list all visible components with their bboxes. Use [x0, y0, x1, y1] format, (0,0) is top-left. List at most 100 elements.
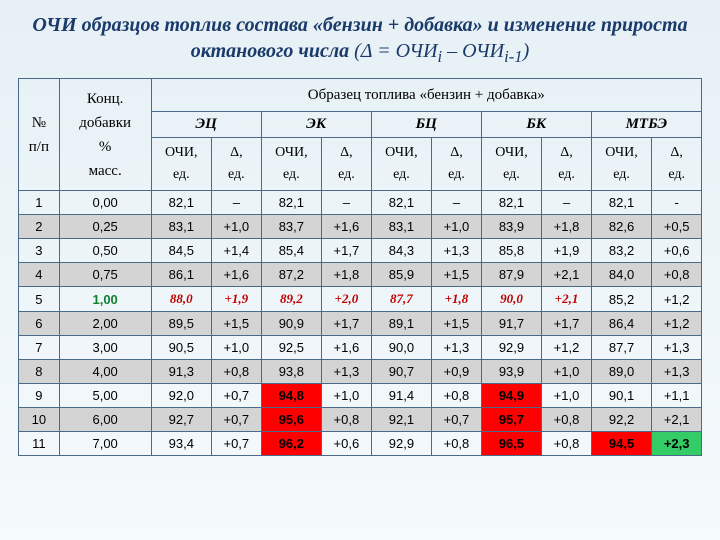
data-table: №п/пКонц.добавки%масс.Образец топлива «б… — [18, 78, 702, 457]
cell-delta: +1,7 — [322, 239, 372, 263]
cell-delta: +1,2 — [542, 336, 592, 360]
cell-delta: +2,3 — [652, 432, 702, 456]
cell-ochi: 89,1 — [371, 312, 432, 336]
cell-ochi: 92,5 — [261, 336, 322, 360]
cell-ochi: 92,1 — [371, 408, 432, 432]
cell-rowno: 2 — [19, 215, 60, 239]
cell-ochi: 82,1 — [261, 191, 322, 215]
cell-delta: +0,8 — [542, 408, 592, 432]
table-row: 40,7586,1+1,687,2+1,885,9+1,587,9+2,184,… — [19, 263, 702, 287]
col-additive-0: ЭЦ — [151, 111, 261, 137]
cell-delta: +1,0 — [542, 384, 592, 408]
cell-ochi: 83,7 — [261, 215, 322, 239]
cell-ochi: 90,0 — [481, 287, 542, 312]
col-delta: Δ,ед. — [432, 137, 482, 191]
cell-delta: +0,5 — [652, 215, 702, 239]
cell-conc: 0,25 — [59, 215, 151, 239]
cell-delta: – — [212, 191, 262, 215]
col-additive-3: БК — [481, 111, 591, 137]
cell-delta: +0,7 — [212, 408, 262, 432]
table-row: 84,0091,3+0,893,8+1,390,7+0,993,9+1,089,… — [19, 360, 702, 384]
col-delta: Δ,ед. — [542, 137, 592, 191]
cell-rowno: 1 — [19, 191, 60, 215]
cell-ochi: 82,1 — [481, 191, 542, 215]
cell-ochi: 95,6 — [261, 408, 322, 432]
col-additive-2: БЦ — [371, 111, 481, 137]
cell-ochi: 86,1 — [151, 263, 212, 287]
col-sample: Образец топлива «бензин + добавка» — [151, 78, 701, 111]
col-delta: Δ,ед. — [322, 137, 372, 191]
cell-ochi: 85,9 — [371, 263, 432, 287]
cell-delta: +1,0 — [212, 215, 262, 239]
cell-ochi: 89,0 — [591, 360, 652, 384]
table-row: 117,0093,4+0,796,2+0,692,9+0,896,5+0,894… — [19, 432, 702, 456]
cell-delta: +0,9 — [432, 360, 482, 384]
cell-rowno: 6 — [19, 312, 60, 336]
col-ochi: ОЧИ,ед. — [151, 137, 212, 191]
cell-rowno: 11 — [19, 432, 60, 456]
cell-ochi: 92,7 — [151, 408, 212, 432]
col-ochi: ОЧИ,ед. — [371, 137, 432, 191]
cell-delta: +0,6 — [652, 239, 702, 263]
cell-conc: 4,00 — [59, 360, 151, 384]
cell-delta: +0,7 — [432, 408, 482, 432]
cell-ochi: 83,1 — [371, 215, 432, 239]
cell-ochi: 82,1 — [371, 191, 432, 215]
cell-ochi: 84,5 — [151, 239, 212, 263]
cell-delta: +1,8 — [542, 215, 592, 239]
cell-ochi: 87,7 — [371, 287, 432, 312]
cell-delta: – — [432, 191, 482, 215]
col-ochi: ОЧИ,ед. — [481, 137, 542, 191]
page-title: ОЧИ образцов топлив состава «бензин + до… — [18, 12, 702, 68]
table-row: 95,0092,0+0,794,8+1,091,4+0,894,9+1,090,… — [19, 384, 702, 408]
cell-conc: 0,75 — [59, 263, 151, 287]
cell-ochi: 94,9 — [481, 384, 542, 408]
col-ochi: ОЧИ,ед. — [591, 137, 652, 191]
cell-ochi: 90,5 — [151, 336, 212, 360]
cell-delta: +0,7 — [212, 432, 262, 456]
cell-delta: +2,0 — [322, 287, 372, 312]
cell-ochi: 92,9 — [371, 432, 432, 456]
cell-delta: +1,7 — [542, 312, 592, 336]
cell-delta: +1,0 — [542, 360, 592, 384]
cell-delta: +1,9 — [542, 239, 592, 263]
cell-rowno: 5 — [19, 287, 60, 312]
cell-ochi: 93,4 — [151, 432, 212, 456]
cell-ochi: 82,1 — [151, 191, 212, 215]
cell-delta: +1,3 — [322, 360, 372, 384]
cell-ochi: 92,2 — [591, 408, 652, 432]
cell-ochi: 94,8 — [261, 384, 322, 408]
cell-delta: +1,9 — [212, 287, 262, 312]
cell-ochi: 96,2 — [261, 432, 322, 456]
col-ochi: ОЧИ,ед. — [261, 137, 322, 191]
cell-ochi: 95,7 — [481, 408, 542, 432]
table-row: 73,0090,5+1,092,5+1,690,0+1,392,9+1,287,… — [19, 336, 702, 360]
cell-ochi: 92,9 — [481, 336, 542, 360]
cell-delta: +1,6 — [322, 215, 372, 239]
cell-delta: +2,1 — [542, 263, 592, 287]
cell-delta: +1,5 — [432, 263, 482, 287]
cell-ochi: 89,2 — [261, 287, 322, 312]
col-delta: Δ,ед. — [212, 137, 262, 191]
cell-delta: +1,3 — [652, 360, 702, 384]
cell-conc: 5,00 — [59, 384, 151, 408]
cell-conc: 0,00 — [59, 191, 151, 215]
cell-rowno: 4 — [19, 263, 60, 287]
cell-conc: 1,00 — [59, 287, 151, 312]
cell-ochi: 83,1 — [151, 215, 212, 239]
cell-delta: +0,8 — [542, 432, 592, 456]
table-row: 10,0082,1–82,1–82,1–82,1–82,1- — [19, 191, 702, 215]
cell-delta: +0,7 — [212, 384, 262, 408]
cell-delta: +1,0 — [322, 384, 372, 408]
cell-rowno: 7 — [19, 336, 60, 360]
col-additive-1: ЭК — [261, 111, 371, 137]
cell-delta: +1,4 — [212, 239, 262, 263]
cell-delta: +0,8 — [322, 408, 372, 432]
table-row: 106,0092,7+0,795,6+0,892,1+0,795,7+0,892… — [19, 408, 702, 432]
cell-ochi: 84,0 — [591, 263, 652, 287]
cell-delta: +2,1 — [652, 408, 702, 432]
cell-delta: – — [322, 191, 372, 215]
cell-ochi: 84,3 — [371, 239, 432, 263]
cell-delta: +0,8 — [432, 384, 482, 408]
cell-delta: +1,6 — [322, 336, 372, 360]
